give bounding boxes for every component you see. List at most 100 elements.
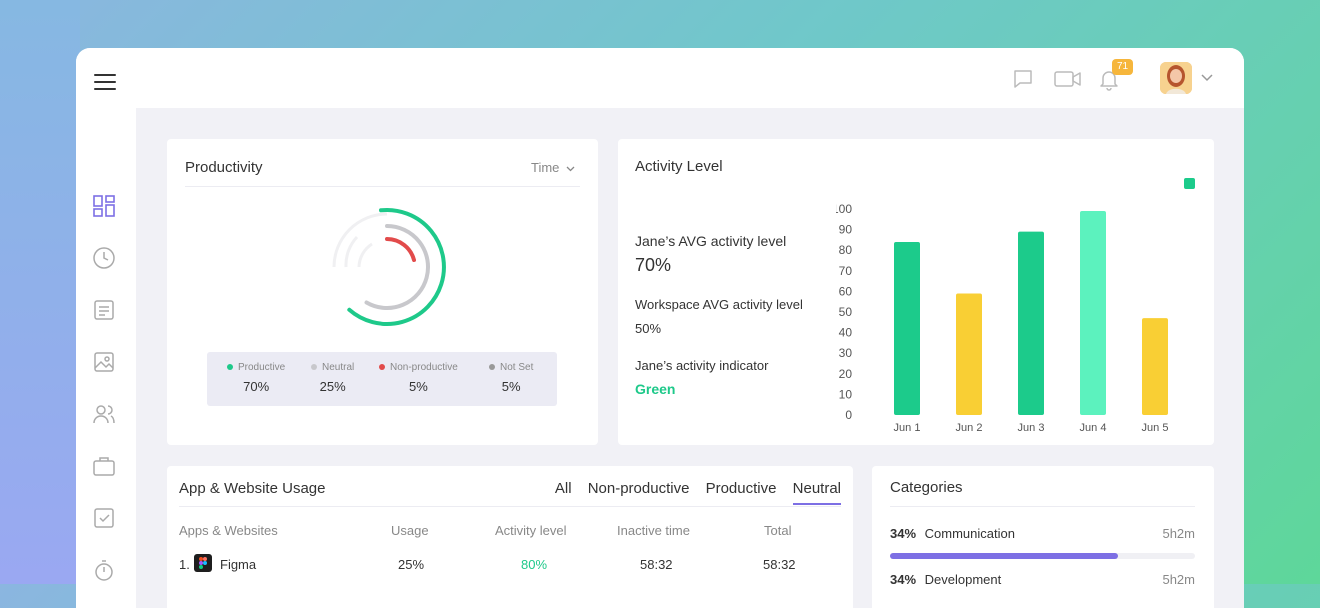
divider [890,506,1195,507]
categories-title: Categories [890,479,963,496]
jane-avg-label: Jane’s AVG activity level [635,233,787,249]
document-icon[interactable] [92,298,116,322]
y-tick-label: 0 [845,408,852,422]
legend-non-productive: Non-productive 5% [379,362,458,394]
image-icon[interactable] [92,350,116,374]
y-tick-label: 100 [836,202,852,216]
legend-value: 70% [243,379,270,394]
tab-all[interactable]: All [554,480,572,497]
video-icon[interactable] [1054,70,1082,88]
timer-icon[interactable] [92,558,116,582]
legend-label: Non-productive [390,362,458,373]
jane-avg-value: 70% [635,255,672,275]
column-header-activity: Activity level [495,523,567,538]
legend-swatch [1184,178,1195,189]
legend-label: Neutral [322,362,355,373]
legend-dot [311,364,317,371]
row-index: 1. [179,557,190,572]
activity-title: Activity Level [635,158,723,175]
bar-jun-3[interactable] [1018,231,1044,415]
indicator-label: Jane’s activity indicator [635,358,769,373]
avatar[interactable] [1160,62,1192,94]
x-tick-label: Jun 4 [1080,422,1107,434]
total-value: 58:32 [763,557,796,572]
bell-icon[interactable] [1098,68,1120,92]
category-name: Communication [924,526,1015,541]
time-filter-label: Time [531,160,560,175]
usage-title: App & Website Usage [179,480,326,497]
activity-card: Activity Level Jane’s AVG activity level… [618,139,1214,445]
column-header-total: Total [764,523,792,538]
category-progress [890,553,1195,559]
workspace-avg-label: Workspace AVG activity level [635,297,803,312]
indicator-value: Green [635,381,676,397]
category-row-development: 34% Development 5h2m [890,572,1195,587]
usage-card: App & Website Usage All Non-productive P… [167,466,853,608]
notification-badge: 71 [1112,59,1134,75]
column-header-apps: Apps & Websites [179,523,278,538]
legend-dot [379,364,385,371]
time-filter-dropdown[interactable]: Time [531,160,575,175]
chevron-down-icon[interactable] [1201,74,1213,82]
y-tick-label: 40 [839,326,853,340]
legend-label: Productive [238,362,286,373]
app-window: 71 [76,48,1244,608]
legend-dot [227,364,233,371]
inactive-value: 58:32 [640,557,673,572]
app-name: Figma [220,557,257,572]
workspace-avg-value: 50% [635,321,662,336]
y-tick-label: 70 [839,264,853,278]
category-percent: 34% [890,526,917,541]
legend-label: Not Set [500,362,534,373]
menu-icon[interactable] [94,74,116,90]
bar-jun-5[interactable] [1142,318,1168,415]
legend-value: 5% [501,379,521,394]
category-time: 5h2m [1162,526,1195,541]
category-name: Development [924,572,1002,587]
column-header-inactive: Inactive time [617,523,690,538]
productivity-radial-chart [332,207,446,326]
activity-bar-chart: 0 10 20 30 40 50 60 70 80 90 100 Jun 1 Jun 2 Jun 3 Jun… [836,202,1169,434]
y-tick-label: 60 [839,284,853,298]
dashboard-icon[interactable] [92,194,116,218]
usage-value: 25% [398,557,425,572]
productivity-legend: Productive 70% Neutral 25% Non-productiv… [207,352,557,406]
briefcase-icon[interactable] [92,454,116,478]
usage-tabs: All Non-productive Productive Neutral [543,480,841,505]
y-tick-label: 80 [839,243,853,257]
y-tick-label: 30 [839,346,853,360]
divider [179,506,841,507]
category-progress-fill [890,553,1119,559]
clock-icon[interactable] [92,246,116,270]
column-header-usage: Usage [391,523,429,538]
divider [185,186,580,187]
productivity-title: Productivity [185,159,263,176]
category-percent: 34% [890,572,917,587]
y-tick-label: 10 [839,387,853,401]
bar-jun-4[interactable] [1080,211,1106,415]
legend-value: 5% [409,379,428,394]
categories-card: Categories 34% Communication 5h2m 34% De… [872,466,1214,608]
legend-value: 25% [319,379,346,394]
bar-jun-2[interactable] [956,293,982,415]
task-check-icon[interactable] [92,506,116,530]
bar-jun-1[interactable] [894,241,920,415]
legend-neutral: Neutral 25% [311,362,354,394]
chat-icon[interactable] [1012,68,1034,90]
activity-value: 80% [521,557,548,572]
tab-non-productive[interactable]: Non-productive [587,480,690,497]
productivity-card: Productivity Time Productive 70% Neutral… [167,139,598,445]
x-tick-label: Jun 2 [956,422,983,434]
x-tick-label: Jun 5 [1142,422,1169,434]
legend-productive: Productive 70% [227,362,285,394]
background-accent [0,0,80,584]
x-tick-label: Jun 1 [894,422,921,434]
legend-dot [489,364,495,371]
legend-not-set: Not Set 5% [489,362,533,394]
tab-productive[interactable]: Productive [705,480,777,497]
users-icon[interactable] [92,402,116,426]
tab-neutral[interactable]: Neutral [792,480,841,505]
category-row-communication: 34% Communication 5h2m [890,526,1195,541]
chevron-down-icon [566,166,575,171]
y-tick-label: 20 [839,367,853,381]
